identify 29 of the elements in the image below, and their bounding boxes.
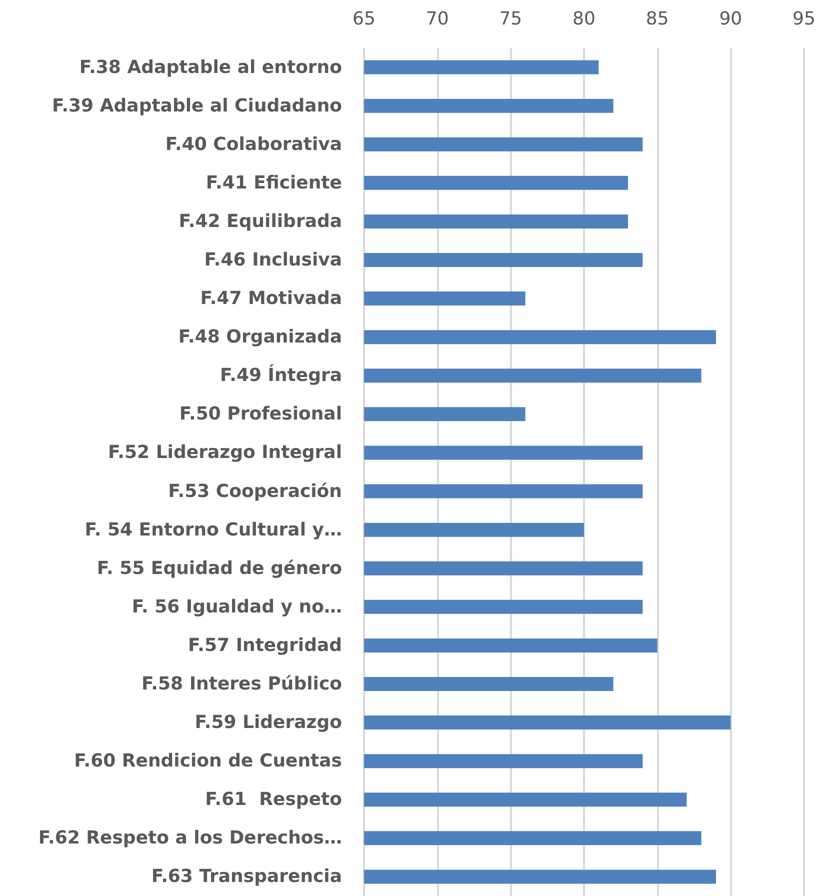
y-tick-label: F.53 Cooperación [168,480,342,502]
x-tick-label: 80 [572,8,596,30]
y-tick-label: F.60 Rendicion de Cuentas [74,750,342,772]
y-tick-label: F.38 Adaptable al entorno [79,56,342,78]
y-tick-label: F.59 Liderazgo [194,712,342,734]
x-tick-label: 70 [426,8,449,30]
y-tick-label: F.49 Íntegra [220,364,342,386]
y-tick-label: F.39 Adaptable al Ciudadano [52,95,342,116]
y-tick-label: F.46 Inclusiva [204,250,342,270]
y-tick-label: F.62 Respeto a los Derechos… [38,828,342,849]
y-tick-label: F.61 Respeto [205,789,342,810]
x-tick-label: 85 [646,8,669,30]
x-tick-label: 75 [499,8,522,30]
y-tick-label: F.48 Organizada [178,326,342,348]
y-tick-label: F. 54 Entorno Cultural y… [84,519,342,540]
y-tick-label: F.42 Equilibrada [178,210,342,232]
y-tick-label: F.47 Motivada [200,288,342,310]
y-tick-label: F.58 Interes Público [142,674,342,694]
y-tick-label: F. 55 Equidad de género [96,558,342,579]
y-tick-label: F.63 Transparencia [151,866,342,888]
y-tick-label: F.50 Profesional [179,404,342,425]
x-tick-label: 95 [792,8,816,30]
y-tick-label: F.40 Colaborativa [165,134,342,155]
y-tick-label: F.41 Eficiente [206,172,342,194]
y-tick-label: F.57 Integridad [188,634,342,656]
x-tick-label: 65 [352,8,376,30]
y-tick-label: F. 56 Igualdad y no… [132,596,342,618]
x-tick-label: 90 [719,8,742,30]
y-tick-label: F.52 Liderazgo Integral [108,442,342,464]
